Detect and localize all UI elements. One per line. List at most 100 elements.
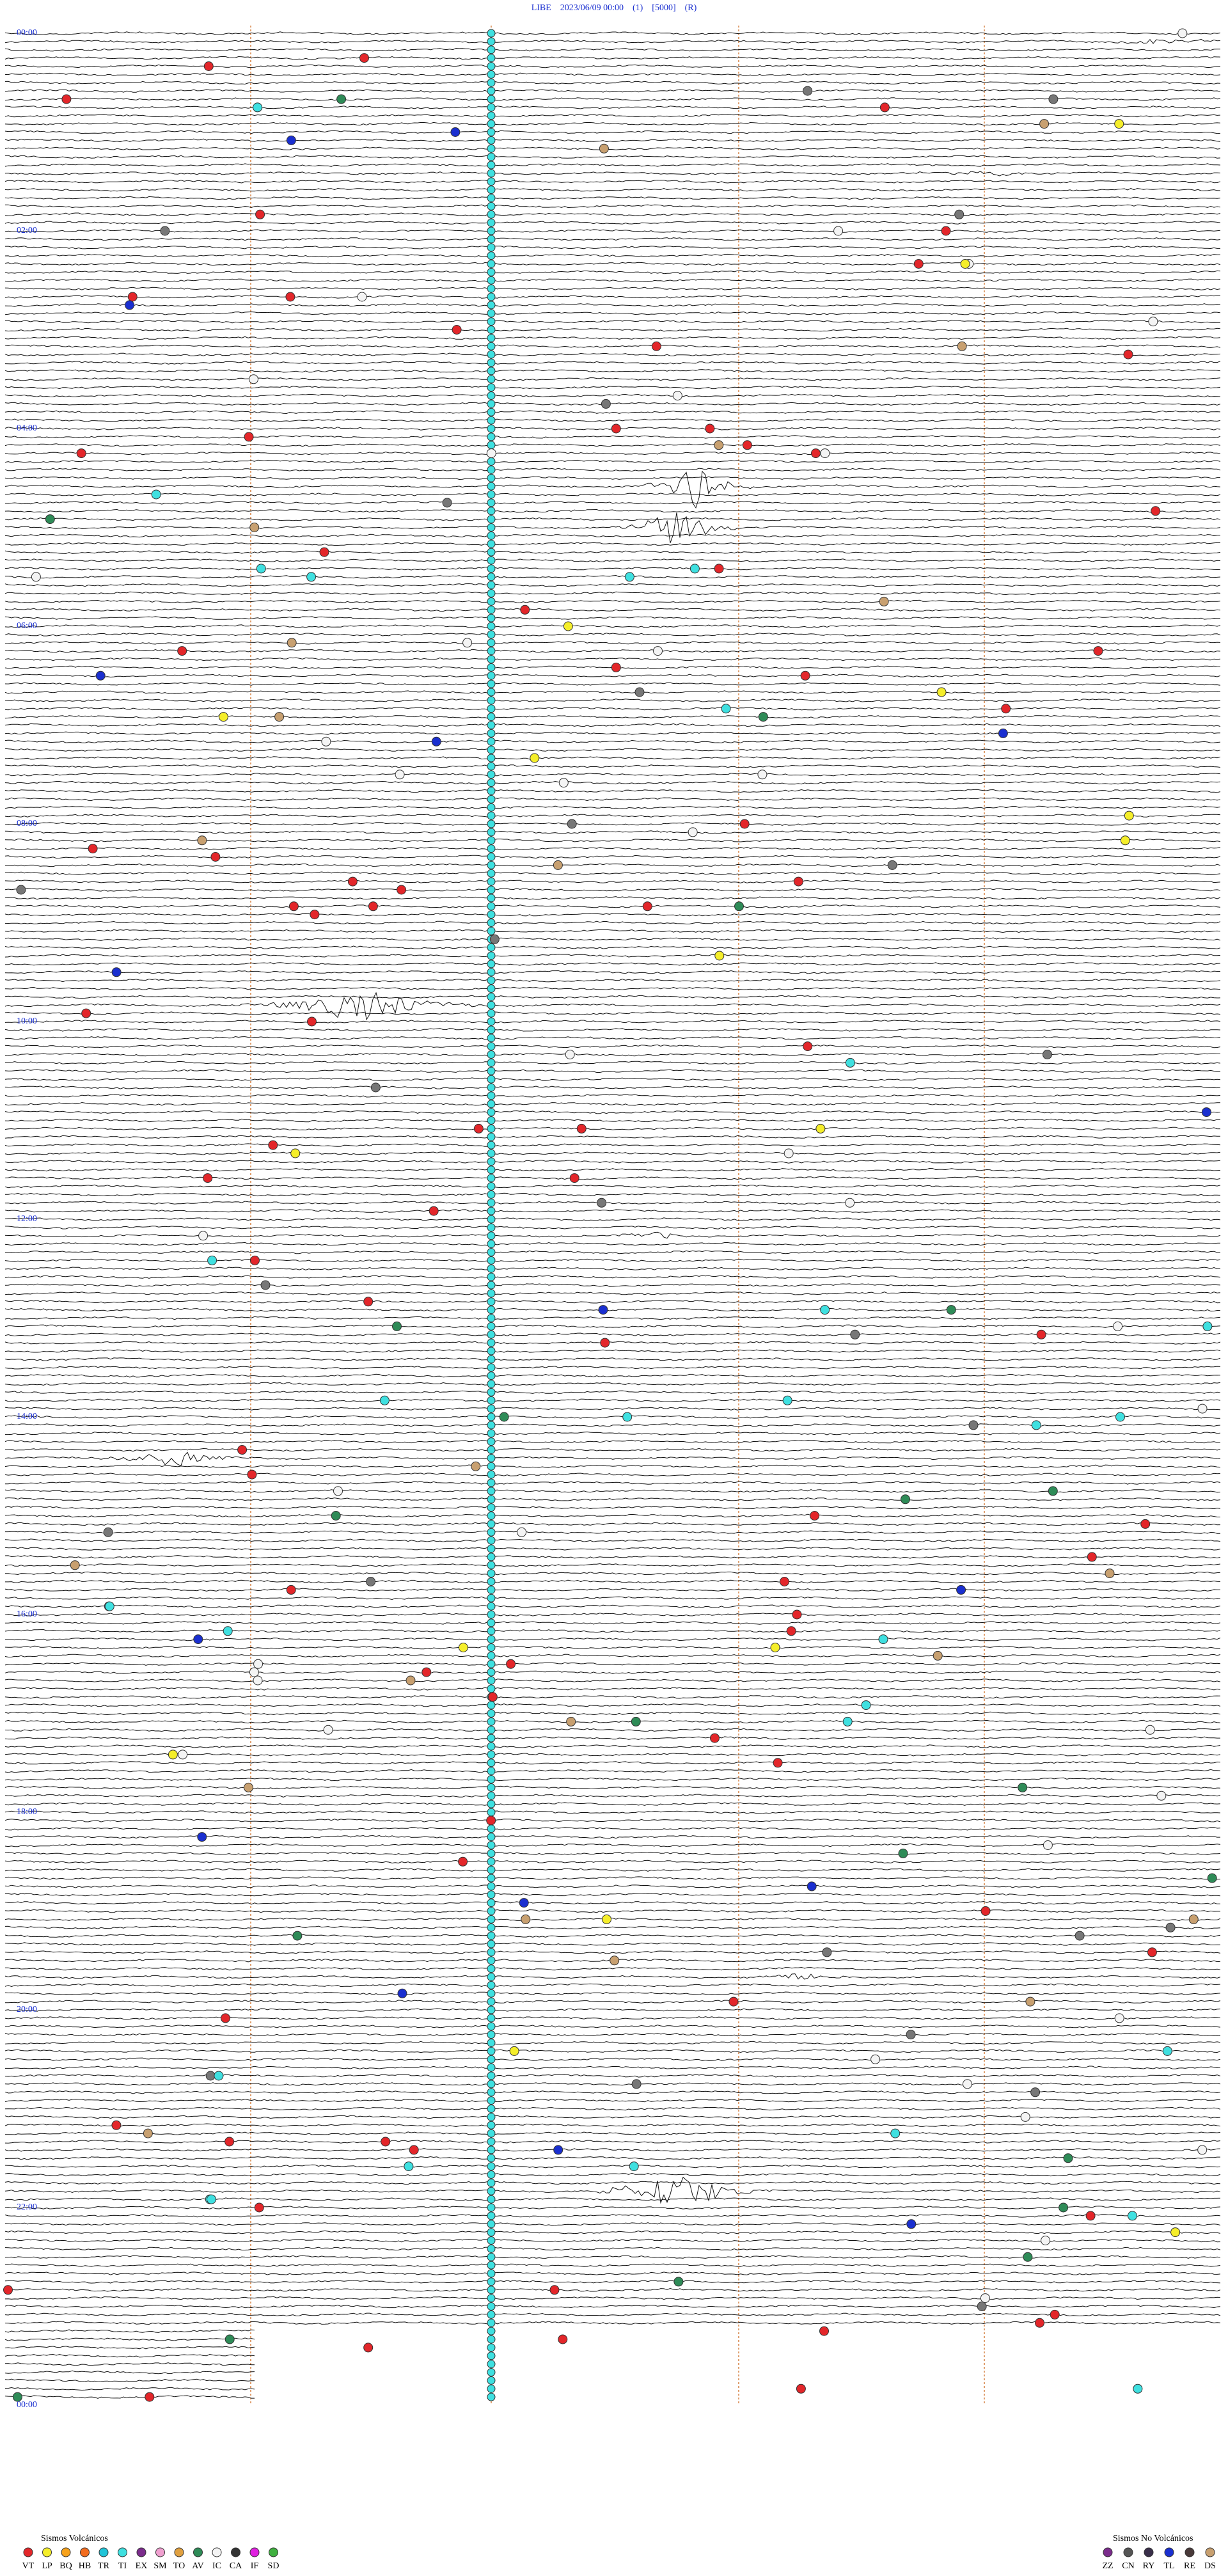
- trace: [4, 1777, 1221, 1782]
- legend-label: LP: [42, 2561, 52, 2571]
- event-marker: [487, 828, 496, 837]
- trace: [4, 221, 1221, 225]
- trace: [4, 1934, 1221, 1938]
- event-marker: [81, 1008, 91, 1018]
- trace: [4, 2156, 1220, 2160]
- event-marker: [487, 1248, 496, 1256]
- trace: [4, 2346, 255, 2350]
- trace: [4, 912, 1221, 917]
- trace: [4, 2032, 1221, 2037]
- event-marker: [487, 1453, 496, 1462]
- trace: [4, 1522, 1221, 1526]
- event-marker: [487, 383, 496, 392]
- trace: [4, 1332, 1221, 1337]
- event-marker: [803, 1041, 813, 1052]
- event-marker: [487, 1495, 496, 1504]
- legend-label: SM: [154, 2561, 167, 2571]
- event-marker: [487, 1355, 496, 1364]
- event-marker: [487, 441, 496, 450]
- trace: [4, 2025, 1221, 2028]
- trace: [4, 567, 1221, 571]
- event-marker: [487, 70, 496, 79]
- event-marker: [487, 1306, 496, 1315]
- event-marker: [786, 1626, 796, 1636]
- trace: [4, 1217, 1221, 1221]
- trace: [4, 385, 1221, 390]
- trace: [4, 512, 1221, 543]
- trace: [4, 2214, 1221, 2218]
- event-marker: [487, 1833, 496, 1842]
- event-marker: [653, 646, 663, 656]
- trace: [4, 295, 1220, 299]
- event-marker: [487, 1544, 496, 1553]
- trace: [4, 38, 1221, 44]
- event-marker: [487, 2137, 496, 2146]
- event-marker: [103, 1527, 113, 1537]
- event-marker: [104, 1601, 114, 1611]
- trace: [4, 1226, 1221, 1229]
- trace: [4, 1349, 1221, 1353]
- trace: [4, 1728, 1221, 1732]
- event-marker: [487, 2269, 496, 2278]
- event-marker: [1197, 1403, 1208, 1414]
- event-marker: [487, 721, 496, 729]
- trace: [4, 599, 1221, 604]
- event-marker: [672, 391, 682, 400]
- event-marker: [487, 794, 496, 803]
- trace: [4, 1373, 1221, 1378]
- event-marker: [487, 399, 496, 408]
- time-label: 00:00: [17, 28, 37, 38]
- trace: [4, 1637, 1221, 1641]
- event-marker: [946, 1305, 956, 1315]
- event-marker: [487, 333, 496, 342]
- event-marker: [1050, 2309, 1060, 2319]
- event-marker: [602, 1914, 611, 1924]
- trace: [4, 493, 1221, 496]
- event-marker: [815, 1123, 826, 1134]
- event-marker: [487, 78, 496, 87]
- trace: [4, 1769, 1221, 1773]
- event-marker: [1030, 2087, 1041, 2098]
- trace: [4, 451, 1221, 455]
- event-marker: [111, 967, 122, 977]
- trace: [4, 2206, 1221, 2209]
- traces: [4, 26, 1221, 2405]
- trace: [4, 838, 1221, 842]
- trace: [4, 130, 1221, 134]
- trace: [4, 1366, 1221, 1370]
- event-marker: [247, 1469, 257, 1480]
- event-marker: [487, 523, 496, 532]
- event-marker: [487, 1528, 496, 1537]
- trace: [4, 896, 1221, 900]
- event-marker: [820, 1305, 830, 1315]
- event-marker: [898, 1848, 908, 1858]
- trace: [4, 2140, 1221, 2144]
- event-marker: [487, 317, 496, 326]
- trace: [4, 1044, 1221, 1048]
- trace: [4, 369, 1221, 373]
- legend-label: DS: [1204, 2561, 1216, 2571]
- trace: [4, 1011, 1221, 1015]
- event-marker: [487, 218, 496, 227]
- event-marker: [397, 1988, 407, 1998]
- trace: [5, 319, 1220, 324]
- event-marker: [290, 1148, 301, 1158]
- event-marker: [487, 342, 496, 351]
- event-marker: [487, 1841, 496, 1849]
- trace: [4, 278, 1221, 283]
- event-marker: [487, 943, 496, 952]
- event-marker: [487, 1025, 496, 1034]
- trace: [4, 1711, 1221, 1716]
- event-marker: [487, 235, 496, 244]
- trace: [4, 1267, 1221, 1271]
- event-marker: [487, 2096, 496, 2105]
- event-marker: [631, 1716, 641, 1727]
- legend-swatch: [1123, 2547, 1133, 2557]
- trace: [4, 1613, 1221, 1616]
- event-marker: [203, 61, 214, 71]
- event-marker: [249, 523, 260, 532]
- event-marker: [323, 1725, 333, 1735]
- event-marker: [845, 1057, 855, 1068]
- trace: [4, 1925, 1221, 1929]
- event-marker: [487, 54, 496, 63]
